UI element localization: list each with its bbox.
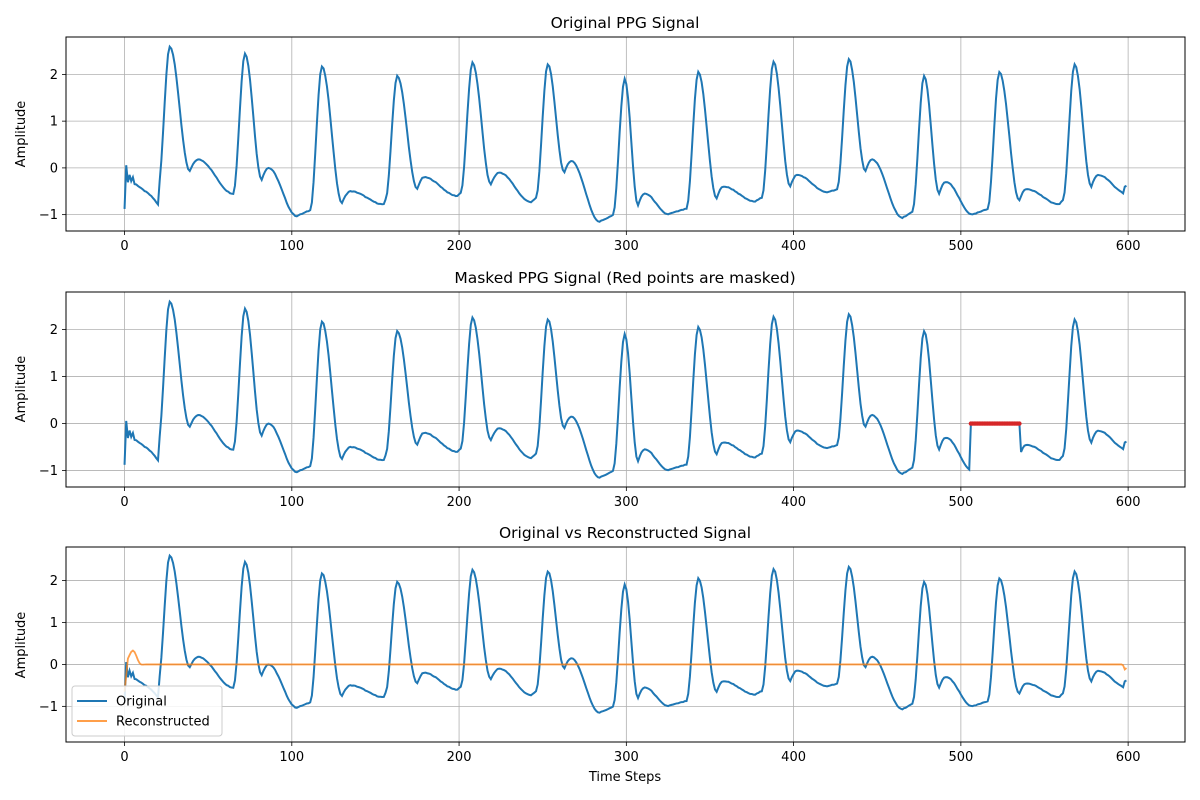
x-tick-label: 300	[614, 495, 639, 510]
series-original	[123, 44, 1127, 223]
legend-original-label: Original	[116, 695, 167, 710]
x-tick-label: 600	[1116, 750, 1141, 765]
subplot-1-ylabel: Amplitude	[14, 101, 29, 168]
x-tick-label: 400	[781, 495, 806, 510]
x-tick-label: 0	[120, 239, 128, 254]
x-tick-label: 400	[781, 239, 806, 254]
y-tick-label: 0	[50, 658, 58, 673]
subplot-3-title: Original vs Reconstructed Signal	[499, 524, 751, 542]
subplot-3-ylabel: Amplitude	[14, 612, 29, 679]
x-tick-label: 600	[1116, 239, 1141, 254]
x-tick-label: 600	[1116, 495, 1141, 510]
x-tick-label: 400	[781, 750, 806, 765]
subplot-2-lines	[123, 299, 1127, 479]
subplot-1-grid	[66, 37, 1185, 231]
y-tick-label: 0	[50, 417, 58, 432]
y-tick-label: 2	[50, 574, 58, 589]
subplot-1-title: Original PPG Signal	[551, 14, 700, 32]
x-tick-label: 0	[120, 495, 128, 510]
y-tick-label: 0	[50, 161, 58, 176]
subplot-1-lines	[123, 44, 1127, 223]
x-tick-label: 200	[447, 495, 472, 510]
legend-reconstructed-label: Reconstructed	[116, 715, 210, 730]
subplot-2-ticks: 0 100 200 300 400 500 600 −1 0 1 2	[39, 323, 1141, 510]
x-tick-label: 100	[279, 495, 304, 510]
subplot-3-frame	[65, 546, 1186, 743]
x-tick-label: 100	[279, 239, 304, 254]
y-tick-label: 2	[50, 323, 58, 338]
y-tick-label: −1	[39, 700, 58, 715]
x-tick-label: 0	[120, 750, 128, 765]
y-tick-label: 1	[50, 370, 58, 385]
legend: Original Reconstructed	[71, 685, 223, 737]
y-tick-label: 1	[50, 115, 58, 130]
subplot-3-lines	[123, 553, 1128, 714]
x-tick-label: 500	[948, 239, 973, 254]
series-reconstructed	[123, 649, 1128, 692]
x-tick-label: 300	[614, 750, 639, 765]
subplot-3-grid	[66, 547, 1185, 742]
subplot-2-title: Masked PPG Signal (Red points are masked…	[454, 269, 795, 287]
subplot-2-frame	[65, 291, 1186, 488]
x-tick-label: 500	[948, 495, 973, 510]
x-tick-label: 200	[447, 239, 472, 254]
series-masked-signal	[123, 299, 1127, 479]
x-tick-label: 200	[447, 750, 472, 765]
subplot-3-xlabel: Time Steps	[588, 770, 662, 785]
legend-box	[71, 685, 223, 737]
masked-point	[1017, 421, 1022, 426]
subplot-1-ticks: 0 100 200 300 400 500 600 −1 0 1 2	[39, 68, 1141, 254]
y-tick-label: 2	[50, 68, 58, 83]
subplot-1-frame	[65, 36, 1186, 232]
subplot-2-ylabel: Amplitude	[14, 356, 29, 423]
y-tick-label: −1	[39, 208, 58, 223]
x-tick-label: 100	[279, 750, 304, 765]
subplot-original: Original PPG Signal 0 100 200 300 400 500 600 −…	[14, 14, 1186, 254]
y-tick-label: −1	[39, 464, 58, 479]
series-original	[123, 553, 1127, 714]
subplot-reconstructed: Original vs Reconstructed Signal 0 100 200…	[14, 524, 1186, 785]
subplot-masked: Masked PPG Signal (Red points are masked…	[14, 269, 1186, 510]
x-tick-label: 300	[614, 239, 639, 254]
x-tick-label: 500	[948, 750, 973, 765]
y-tick-label: 1	[50, 616, 58, 631]
subplot-2-grid	[66, 292, 1185, 487]
subplot-3-ticks: 0 100 200 300 400 500 600 −1 0 1 2	[39, 574, 1141, 765]
